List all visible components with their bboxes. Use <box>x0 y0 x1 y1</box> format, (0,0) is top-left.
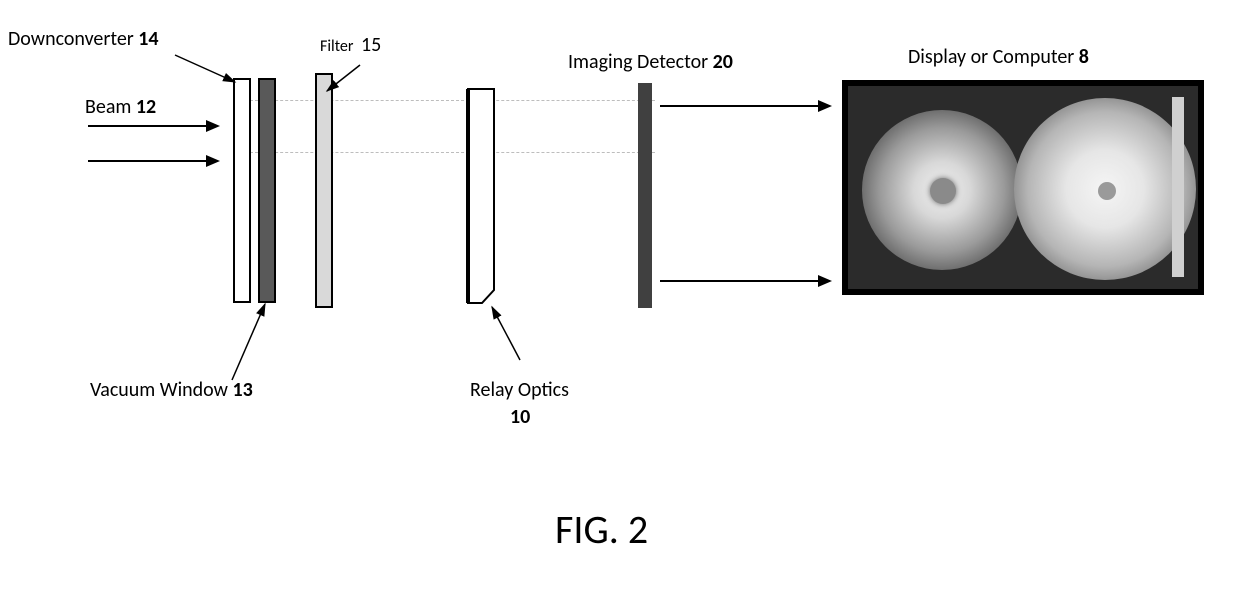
figure-caption: FIG. 2 <box>555 505 648 554</box>
display-side-bar <box>1172 97 1184 277</box>
display-screen <box>842 80 1204 295</box>
display-glow-left-core <box>930 178 956 204</box>
display-glow-right-core <box>1098 182 1116 200</box>
